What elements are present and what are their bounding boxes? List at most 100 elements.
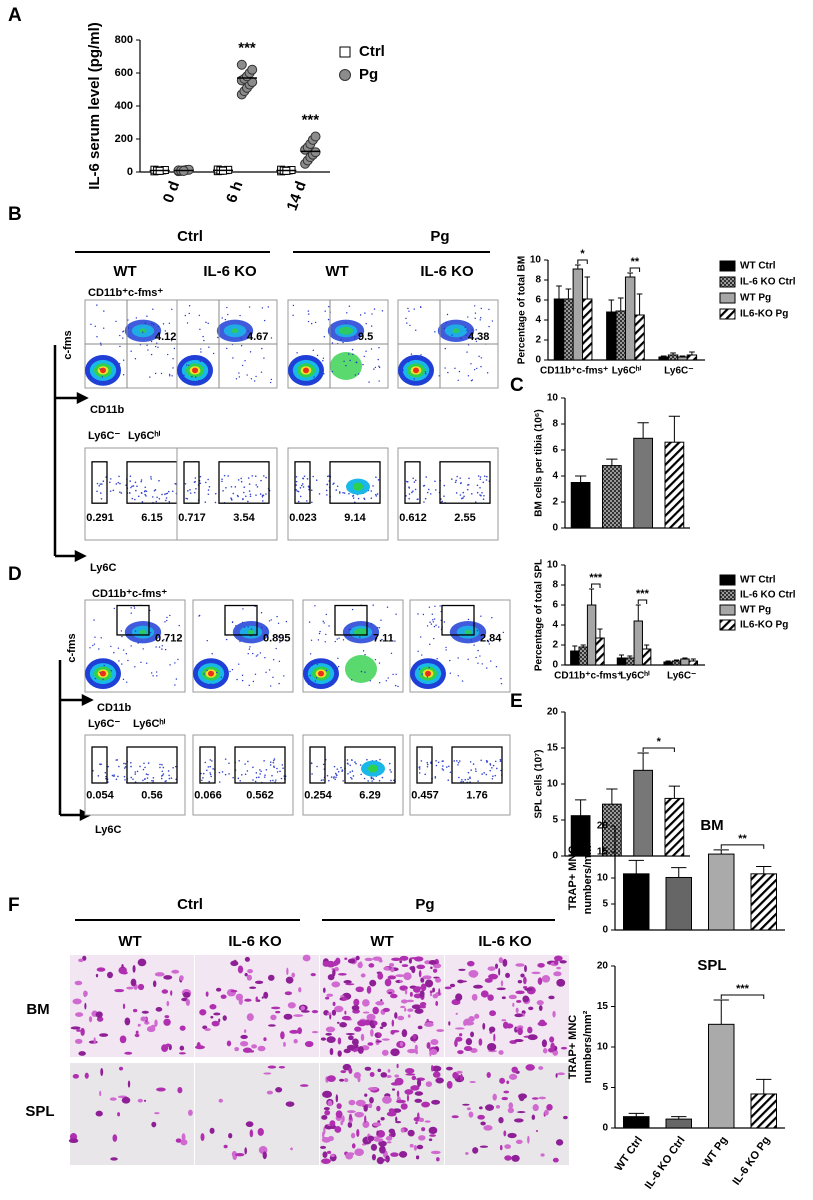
genotype-label: WT — [370, 933, 393, 950]
micrograph-bg — [70, 1063, 194, 1165]
cell — [431, 1064, 434, 1072]
event — [326, 483, 328, 486]
event — [349, 628, 352, 631]
event — [299, 495, 302, 498]
cell — [72, 1073, 80, 1079]
panel-letter: D — [8, 564, 22, 585]
event — [374, 658, 377, 661]
event — [414, 479, 417, 482]
event — [411, 491, 413, 494]
event — [240, 477, 242, 480]
event — [373, 368, 375, 370]
event — [212, 768, 214, 770]
event — [307, 485, 310, 488]
cell — [400, 1103, 408, 1110]
event — [346, 312, 348, 314]
axis-label: c-fms — [62, 330, 74, 359]
cell — [251, 1044, 258, 1049]
event — [351, 759, 353, 762]
cell — [180, 1139, 188, 1146]
y-tick-label: 0 — [552, 851, 558, 862]
cell — [508, 1102, 514, 1110]
event — [249, 351, 252, 353]
event — [413, 378, 415, 380]
cell — [378, 959, 383, 963]
event — [469, 761, 472, 763]
cell — [362, 1120, 370, 1129]
event — [149, 632, 152, 634]
cell — [84, 1002, 87, 1010]
event — [491, 777, 494, 780]
cell — [99, 1033, 109, 1037]
panel-letter: F — [8, 895, 20, 916]
event — [377, 627, 379, 629]
cell — [432, 1071, 441, 1078]
cell — [377, 1032, 382, 1037]
cell — [211, 1020, 220, 1027]
event — [188, 305, 191, 307]
cell — [418, 1117, 425, 1123]
gate-label: Ly6C⁻ — [88, 718, 120, 730]
event — [408, 360, 410, 363]
event — [421, 654, 423, 656]
event — [162, 773, 165, 775]
event — [420, 354, 422, 356]
event — [342, 639, 345, 641]
cell — [373, 1136, 381, 1139]
event — [269, 780, 272, 782]
cell — [331, 981, 341, 988]
error-bar — [627, 272, 633, 277]
event — [272, 779, 274, 782]
event — [389, 769, 391, 771]
panel-letter: B — [8, 204, 22, 225]
event — [428, 488, 430, 491]
error-bar — [575, 264, 581, 269]
event — [185, 497, 188, 500]
event — [470, 363, 472, 365]
event — [442, 760, 444, 762]
cell — [117, 1112, 121, 1117]
event — [492, 775, 494, 777]
event — [434, 777, 437, 779]
cell — [171, 969, 180, 974]
event — [221, 771, 224, 773]
y-tick-label: 15 — [597, 1001, 609, 1012]
event — [137, 642, 139, 644]
event — [378, 682, 381, 684]
event — [364, 654, 366, 656]
event — [311, 501, 313, 504]
cell — [401, 964, 409, 968]
group-label: Ctrl — [177, 228, 203, 245]
gate — [334, 604, 368, 636]
cell — [283, 1013, 293, 1020]
cell — [348, 1113, 353, 1121]
legend-swatch — [719, 292, 736, 304]
density — [247, 629, 255, 635]
event — [256, 486, 259, 488]
micrograph — [195, 1063, 319, 1165]
event — [351, 679, 353, 681]
cell — [326, 960, 336, 968]
legend-label: WT Pg — [740, 293, 771, 304]
cell — [267, 974, 275, 981]
bar — [616, 657, 627, 666]
cell — [270, 1014, 277, 1021]
plot-frame — [302, 734, 404, 816]
cell — [249, 1129, 254, 1138]
event — [492, 764, 495, 767]
cell — [244, 1147, 247, 1155]
event — [336, 768, 339, 770]
event — [177, 658, 179, 661]
event — [488, 308, 490, 311]
y-tick-label: 400 — [115, 100, 133, 112]
event — [168, 322, 171, 325]
cell — [291, 972, 295, 978]
flow-plot: 0.717 3.54 — [176, 447, 278, 541]
event — [100, 483, 103, 485]
event — [373, 308, 376, 310]
cell — [514, 1013, 523, 1018]
event — [479, 476, 482, 478]
cell — [436, 1157, 440, 1162]
cell — [297, 1027, 303, 1035]
event — [208, 485, 211, 488]
